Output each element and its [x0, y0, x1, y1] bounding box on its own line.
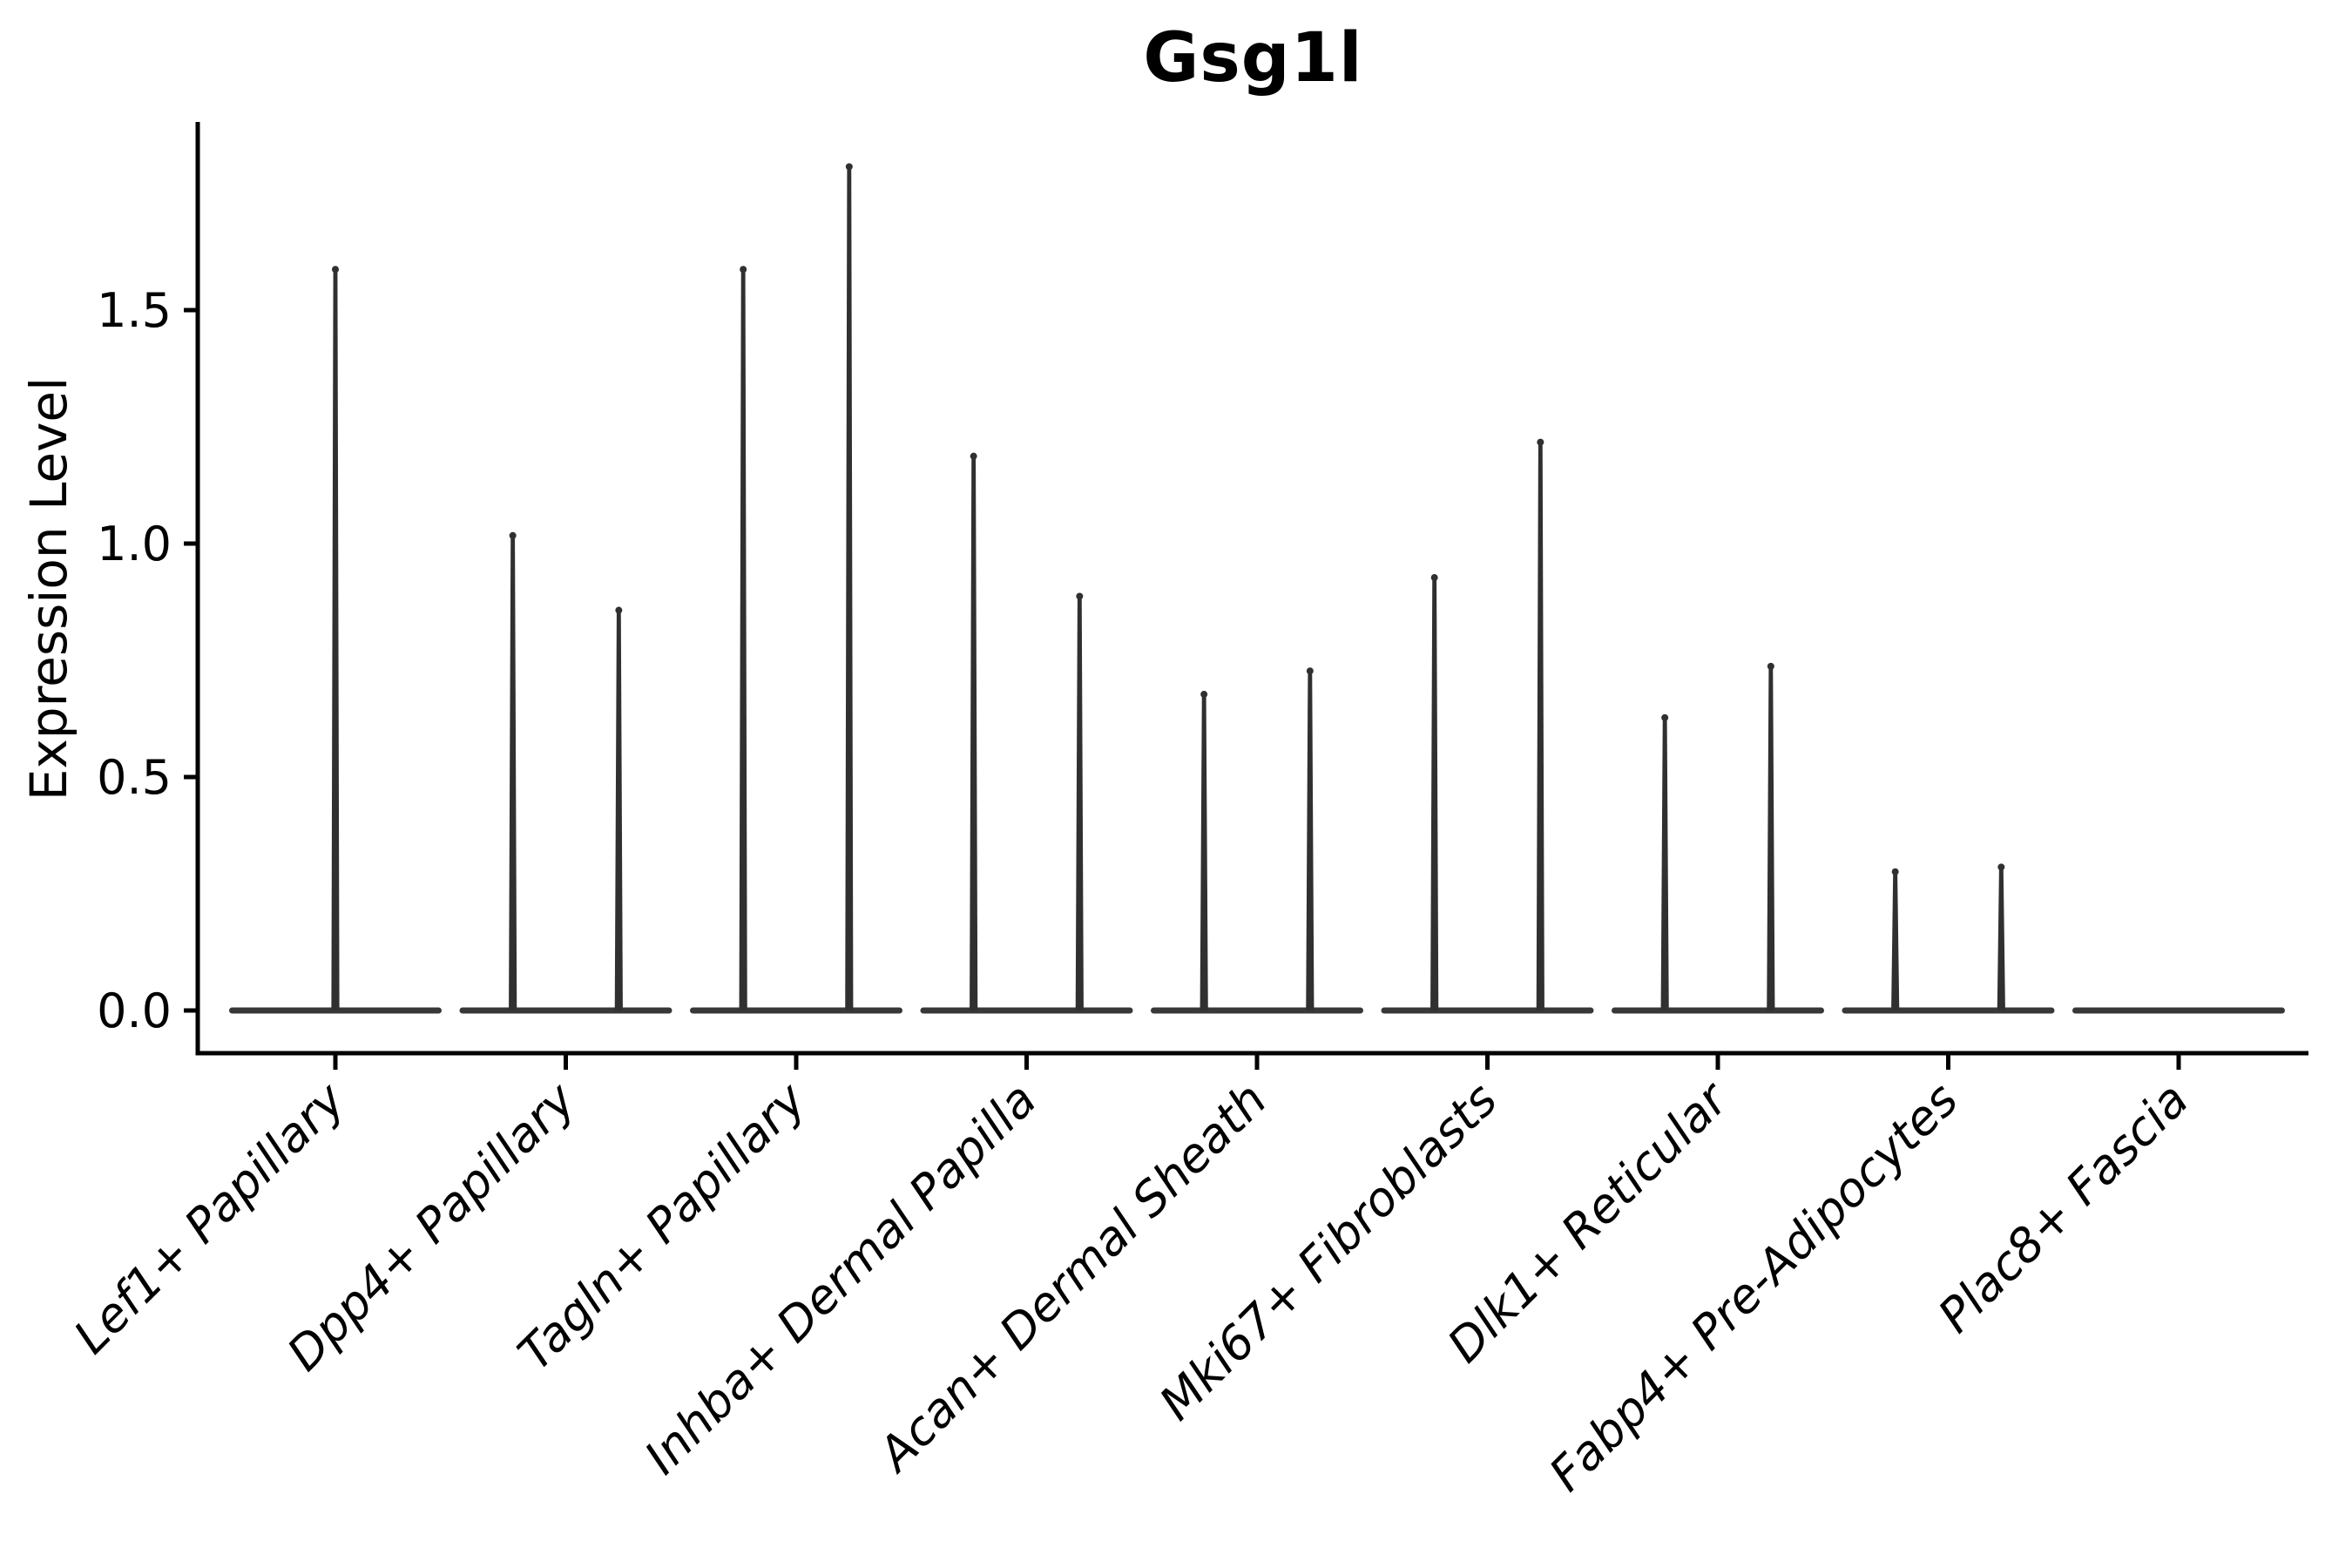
violin-spike-tip [509, 531, 517, 539]
violin-body [459, 1007, 672, 1014]
violin-spike [1660, 716, 1669, 1010]
violin-spike [970, 455, 978, 1010]
y-tick-label: 1.5 [97, 283, 172, 338]
violin-spike [1430, 576, 1439, 1010]
violin-spike [614, 609, 623, 1010]
y-tick-label: 1.0 [97, 517, 172, 571]
violin-spike-tip [1997, 863, 2005, 871]
violin-spike-tip [1661, 713, 1669, 721]
violin-spike-tip [845, 163, 853, 171]
violin-spike [1306, 669, 1315, 1010]
violin-body [1612, 1007, 1824, 1014]
violin-spike-tip [1076, 592, 1084, 600]
x-tick-label: Fabp4+ Pre-Adipocytes [1538, 1072, 1968, 1502]
x-tick-label: Acan+ Dermal Sheath [866, 1072, 1277, 1484]
violin-spike-tip [1891, 868, 1899, 875]
violin-spike [509, 534, 517, 1010]
violin-spike-tip [970, 452, 977, 460]
y-tick-label: 0.0 [97, 983, 172, 1038]
violin-spike-tip [1767, 662, 1774, 670]
violin-spike-tip [332, 266, 339, 274]
x-tick-label: Inhba+ Dermal Papilla [634, 1072, 1047, 1485]
violin-body [1151, 1007, 1363, 1014]
violin-spike-tip [615, 606, 623, 614]
y-tick-label: 0.5 [97, 750, 172, 805]
violin-spike-tip [740, 266, 747, 274]
violin-spike [1200, 693, 1208, 1010]
violin-spike [1767, 665, 1775, 1010]
violin-spike-tip [1200, 691, 1208, 699]
violin-spike [1891, 870, 1900, 1010]
violin-spike [1536, 441, 1544, 1011]
violin-body [1842, 1007, 2055, 1014]
violin-spike-tip [1537, 438, 1544, 446]
violin-spike [845, 165, 854, 1011]
chart-title: Gsg1l [1143, 19, 1363, 98]
violin-spike [331, 267, 340, 1010]
violin-spike-tip [1430, 574, 1438, 582]
violin-body [1381, 1007, 1594, 1014]
violin-body [2072, 1007, 2285, 1014]
violin-body [920, 1007, 1133, 1014]
violin-body [690, 1007, 902, 1014]
violin-spike-tip [1306, 667, 1314, 675]
violin-spike [1075, 594, 1084, 1010]
violin-spike [739, 267, 747, 1010]
x-tick-label: Plac8+ Fascia [1928, 1072, 2199, 1343]
violin-spike [1997, 865, 2005, 1010]
